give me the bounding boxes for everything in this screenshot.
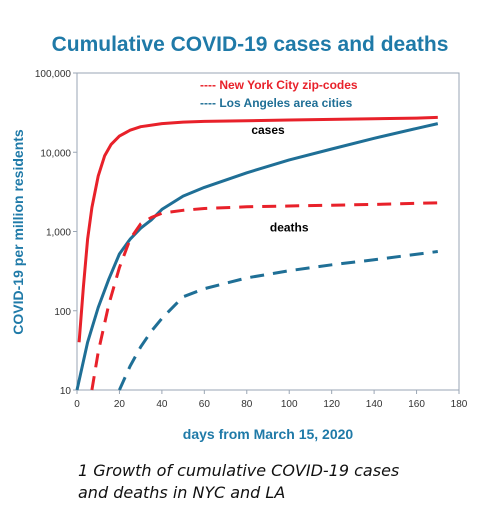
x-tick-label: 0 bbox=[74, 399, 80, 410]
series-line-nyc-deaths bbox=[90, 201, 438, 391]
legend-item-nyc: ---- New York City zip-codes bbox=[200, 78, 358, 92]
x-tick-label: 40 bbox=[156, 399, 168, 410]
series-line-la-deaths bbox=[118, 250, 438, 391]
chart-title: Cumulative COVID-19 cases and deaths bbox=[51, 33, 449, 56]
y-tick-label: 10 bbox=[60, 386, 72, 397]
y-tick-label: 100 bbox=[54, 307, 71, 318]
figure-caption: 1 Growth of cumulative COVID-19 cases an… bbox=[78, 461, 400, 502]
x-axis-label: days from March 15, 2020 bbox=[182, 426, 354, 442]
x-tick-label: 60 bbox=[199, 399, 211, 410]
x-tick-label: 20 bbox=[114, 399, 126, 410]
annotation-deaths: deaths bbox=[270, 221, 309, 235]
legend-item-la: ---- Los Angeles area cities bbox=[200, 96, 353, 110]
y-tick-label: 1,000 bbox=[46, 228, 71, 239]
x-tick-label: 160 bbox=[408, 399, 425, 410]
y-tick-label: 10,000 bbox=[40, 148, 71, 159]
x-tick-label: 100 bbox=[281, 399, 298, 410]
annotation-cases: cases bbox=[251, 123, 285, 137]
series-line-la-cases bbox=[75, 122, 439, 391]
x-tick-label: 120 bbox=[323, 399, 340, 410]
y-tick-label: 100,000 bbox=[35, 69, 72, 80]
x-tick-label: 140 bbox=[366, 399, 383, 410]
x-tick-label: 180 bbox=[451, 399, 468, 410]
x-tick-label: 80 bbox=[241, 399, 253, 410]
series-line-nyc-cases bbox=[77, 115, 438, 343]
